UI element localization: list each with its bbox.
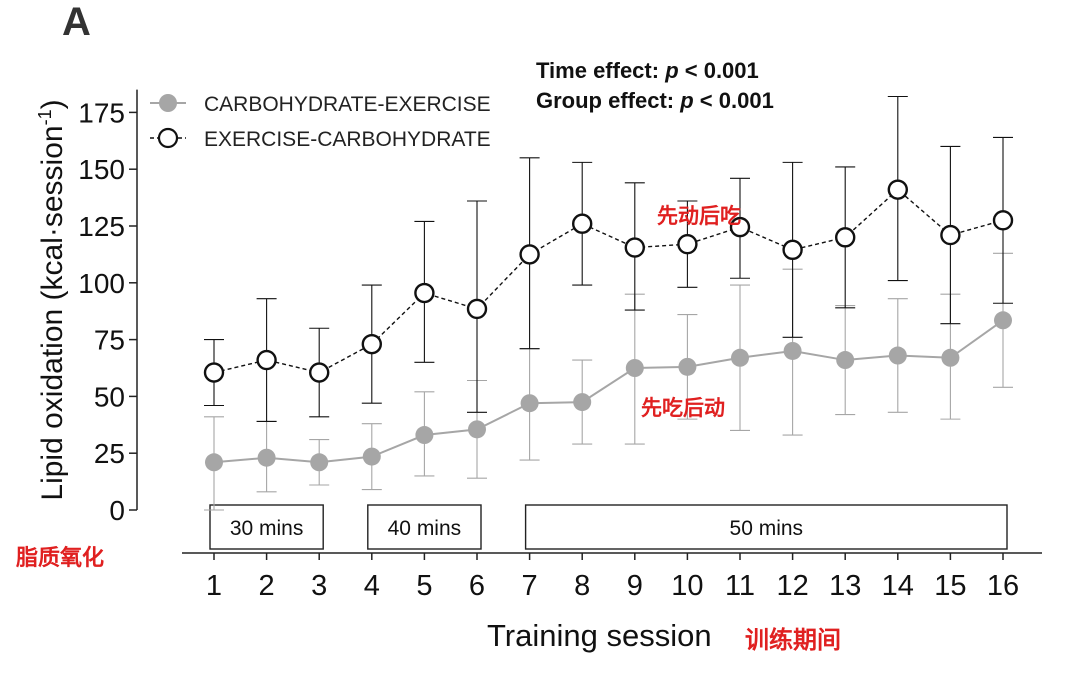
data-point [573,393,592,412]
x-axis-label: Training session [487,618,712,653]
session-block-label: 40 mins [388,517,462,540]
time-effect-value: < 0.001 [678,58,759,83]
data-point [835,227,856,248]
x-tick-label: 10 [671,570,703,602]
time-effect-text: Time effect: p < 0.001 [536,56,774,86]
y-tick-label: 0 [109,495,125,526]
x-tick-label: 9 [627,570,643,602]
statistics-box: Time effect: p < 0.001 Group effect: p <… [536,56,774,116]
session-block [209,504,324,550]
data-point [310,453,329,472]
data-point [257,448,276,467]
y-tick-label: 75 [94,325,125,356]
data-point [572,213,593,234]
data-point [520,394,539,413]
legend-marker-carbohydrate-exercise [159,94,177,112]
x-tick-label: 16 [987,570,1019,602]
data-point [468,420,486,439]
data-point [414,282,435,304]
annotation-exercise-first: 先动后吃 [657,204,741,228]
time-effect-prefix: Time effect: [536,58,666,83]
x-tick-label: 15 [934,570,966,602]
session-block [524,504,1008,550]
x-tick-label: 2 [259,570,275,602]
y-tick-label: 25 [94,438,125,469]
data-point [519,244,540,265]
x-tick-label: 11 [725,570,755,602]
y-tick-label: 100 [78,268,125,299]
data-point [309,362,330,383]
data-point [731,348,749,367]
data-point [677,233,698,255]
y-tick-label: 125 [78,211,125,242]
annotation-ylabel-cn: 脂质氧化 [16,546,105,571]
x-tick-label: 14 [882,570,914,602]
group-effect-p: p [680,88,694,113]
y-tick-label: 175 [78,97,125,128]
data-point [205,453,223,472]
data-point [887,179,908,200]
x-tick-label: 1 [206,570,222,602]
session-duration-blocks: 30 mins 40 mins 50 mins [209,504,1008,550]
x-tick-label: 8 [574,570,590,602]
legend-label-carbohydrate-exercise: CARBOHYDRATE-EXERCISE [204,93,491,116]
data-point [888,346,907,365]
data-point [415,426,434,445]
x-tick-label: 7 [522,570,538,602]
legend-marker-exercise-carbohydrate [157,127,179,149]
group-effect-value: < 0.001 [693,88,774,113]
data-point [203,362,225,383]
data-point [256,349,277,371]
x-axis: 1 2 3 4 5 6 7 8 9 10 11 12 13 14 15 16 [182,552,1042,602]
series-line [213,319,1004,464]
x-tick-label: 13 [829,570,861,602]
series-carbohydrate-exercise [204,252,1013,511]
x-tick-label: 5 [416,570,432,602]
data-point [362,447,381,466]
time-effect-p: p [665,58,679,83]
x-tick-label: 6 [469,570,485,602]
data-point [678,357,697,376]
group-effect-text: Group effect: p < 0.001 [536,86,774,116]
session-block-label: 30 mins [230,517,304,540]
group-effect-prefix: Group effect: [536,88,681,113]
data-point [992,210,1014,231]
x-tick-label: 4 [364,570,380,602]
session-block-label: 50 mins [730,517,804,540]
y-axis-label: Lipid oxidation (kcal·session-1) [35,99,69,500]
data-point [783,341,802,360]
session-block [367,504,482,550]
data-point [361,333,382,355]
data-point [836,351,855,370]
data-point [782,239,803,261]
data-point [466,298,488,320]
data-point [729,216,751,238]
panel-label: A [62,0,91,44]
legend-label-exercise-carbohydrate: EXERCISE-CARBOHYDRATE [204,128,491,151]
annotation-xlabel-cn: 训练期间 [745,626,841,654]
data-point [625,359,644,377]
annotation-carb-first: 先吃后动 [641,396,725,420]
x-tick-label: 12 [776,570,808,602]
data-point [941,348,960,367]
legend: CARBOHYDRATE-EXERCISE EXERCISE-CARBOHYDR… [150,93,491,151]
y-axis: 0 25 50 75 100 125 150 175 [78,89,138,526]
y-tick-label: 50 [94,381,125,412]
y-tick-label: 150 [78,154,125,185]
x-tick-label: 3 [311,570,327,602]
y-axis-title: Lipid oxidation (kcal·session-1) [35,99,69,500]
data-point [940,224,961,246]
data-point [624,237,645,258]
series-exercise-carbohydrate [203,95,1014,422]
data-point [994,311,1012,330]
series-line [213,188,1004,374]
